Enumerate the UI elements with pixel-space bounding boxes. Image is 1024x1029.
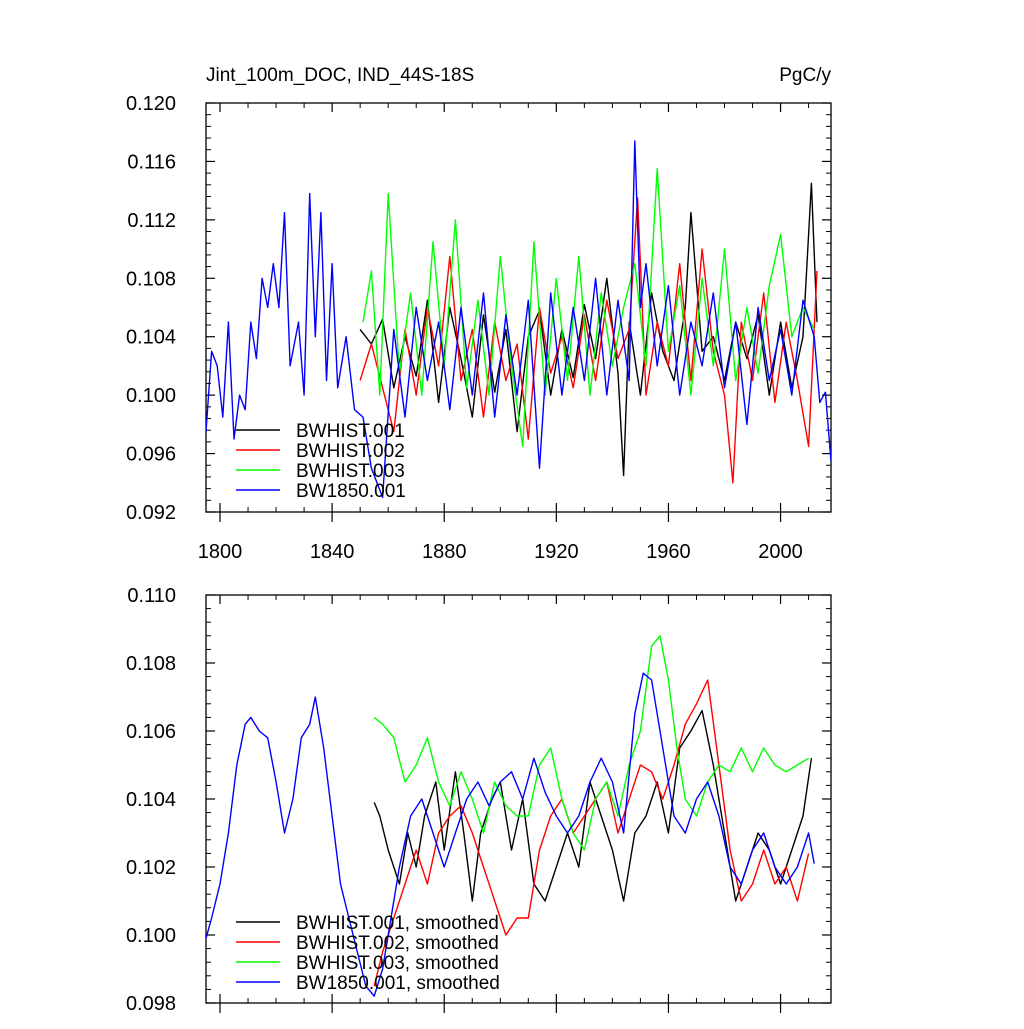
y-tick-label: 0.104 <box>126 327 176 349</box>
series-line-bw1850-001 <box>205 140 832 499</box>
y-tick-label: 0.092 <box>126 502 176 524</box>
y-tick-label: 0.102 <box>126 857 176 879</box>
series-line-bwhist-001-smoothed <box>373 709 813 902</box>
series-line-bw1850-001-smoothed <box>205 672 815 997</box>
y-tick-label: 0.110 <box>127 585 176 607</box>
x-tick-label: 1880 <box>422 541 467 563</box>
y-tick-label: 0.100 <box>126 925 176 947</box>
legend-label: BW1850.001 <box>296 481 406 502</box>
legend-label: BWHIST.002, smoothed <box>296 933 499 954</box>
y-tick-label: 0.108 <box>126 268 176 290</box>
y-tick-label: 0.112 <box>127 210 176 232</box>
y-tick-label: 0.100 <box>126 385 176 407</box>
series-line-bwhist-003-smoothed <box>373 635 809 851</box>
legend-label: BW1850.001, smoothed <box>296 973 500 994</box>
y-tick-label: 0.116 <box>127 151 176 173</box>
plot-frame <box>205 102 832 513</box>
x-tick-label: 1960 <box>646 541 691 563</box>
x-tick-label: 1840 <box>310 541 355 563</box>
top-panel: Jint_100m_DOC, IND_44S-18S PgC/y 0.092 0.… <box>126 65 832 563</box>
legend-label: BWHIST.003 <box>296 461 405 482</box>
y-tick-label: 0.108 <box>126 653 176 675</box>
y-tick-label: 0.098 <box>126 993 176 1015</box>
series-line-bwhist-003 <box>362 167 815 447</box>
chart-title: Jint_100m_DOC, IND_44S-18S <box>206 65 474 86</box>
y-tick-label: 0.104 <box>126 789 176 811</box>
legend-label: BWHIST.001, smoothed <box>296 913 499 934</box>
x-tick-label: 1800 <box>198 541 243 563</box>
series-line-bwhist-002 <box>359 197 818 484</box>
y-tick-label: 0.120 <box>126 93 176 115</box>
y-tick-label: 0.106 <box>126 721 176 743</box>
bottom-panel: 0.098 0.100 0.102 0.104 0.106 0.108 0.110 BWHIS… <box>126 585 832 1015</box>
series-line-bwhist-001 <box>359 182 818 477</box>
x-tick-label: 2000 <box>758 541 803 563</box>
legend-label: BWHIST.002 <box>296 441 405 462</box>
chart-units: PgC/y <box>779 65 831 86</box>
legend-label: BWHIST.001 <box>296 421 405 442</box>
x-tick-label: 1920 <box>534 541 579 563</box>
y-tick-label: 0.096 <box>126 444 176 466</box>
legend-label: BWHIST.003, smoothed <box>296 953 499 974</box>
